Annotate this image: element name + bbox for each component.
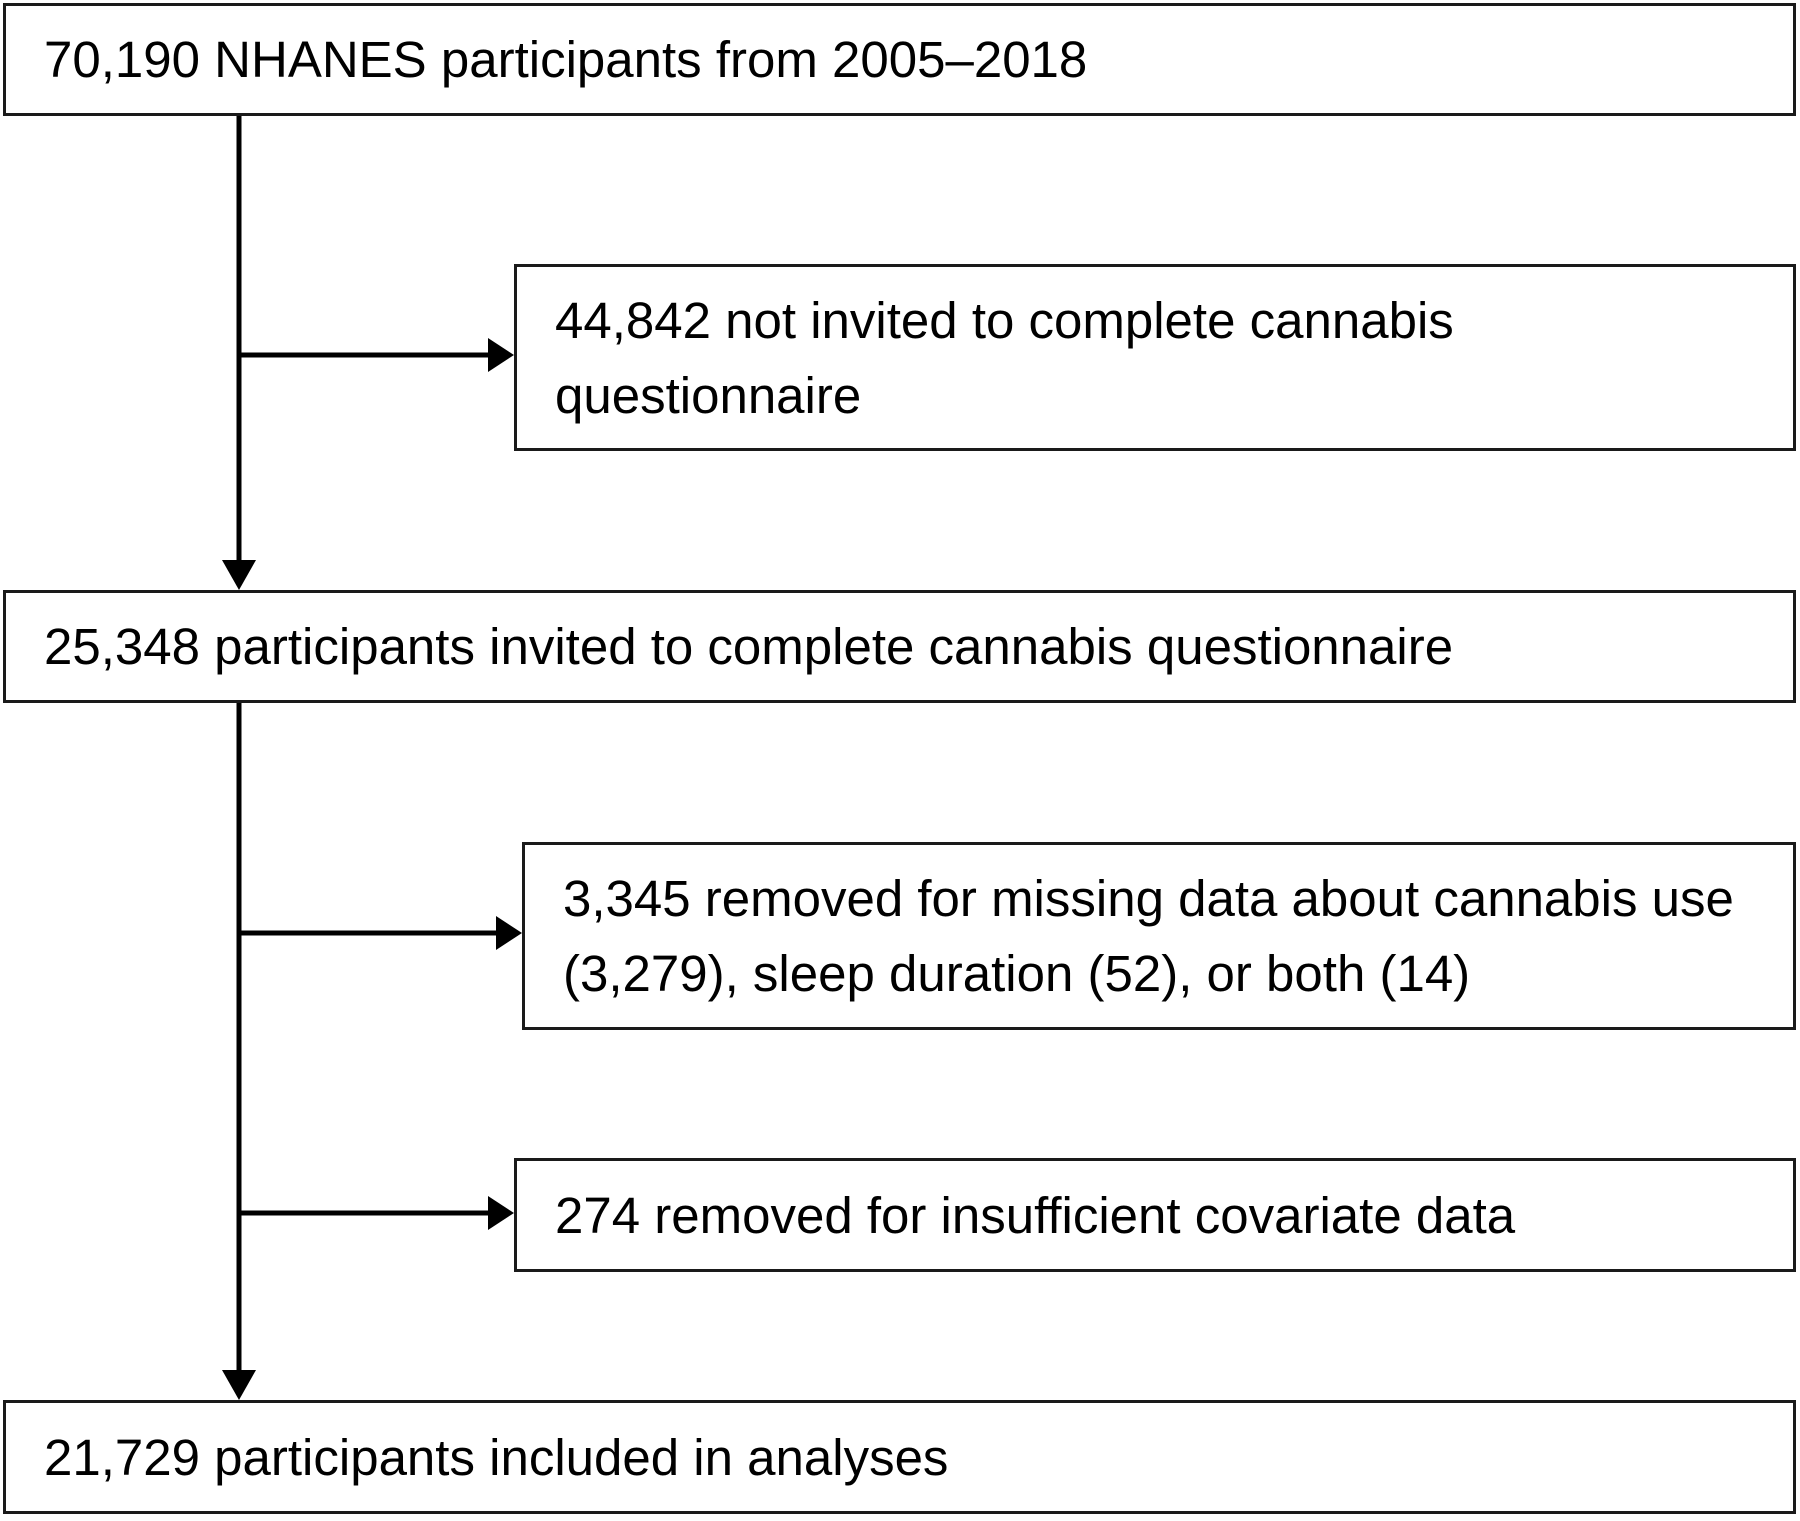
missing-data-box: 3,345 removed for missing data about can… [522,842,1796,1030]
arrowhead-to-not-invited [488,338,514,372]
not-invited-box: 44,842 not invited to complete cannabis … [514,264,1796,451]
total-participants-text: 70,190 NHANES participants from 2005–201… [44,31,1088,88]
arrowhead-to-covariate [488,1196,514,1230]
invited-participants-text: 25,348 participants invited to complete … [44,618,1454,675]
not-invited-text: 44,842 not invited to complete cannabis … [555,291,1454,424]
insufficient-covariate-text: 274 removed for insufficient covariate d… [555,1186,1516,1244]
total-participants-box: 70,190 NHANES participants from 2005–201… [3,3,1796,116]
included-participants-box: 21,729 participants included in analyses [3,1400,1796,1514]
arrowhead-to-missing [496,916,522,950]
arrowhead-to-included [222,1370,256,1400]
insufficient-covariate-box: 274 removed for insufficient covariate d… [514,1158,1796,1272]
invited-participants-box: 25,348 participants invited to complete … [3,590,1796,703]
included-participants-text: 21,729 participants included in analyses [44,1428,949,1486]
missing-data-text: 3,345 removed for missing data about can… [563,870,1734,1002]
arrowhead-to-invited [222,560,256,590]
